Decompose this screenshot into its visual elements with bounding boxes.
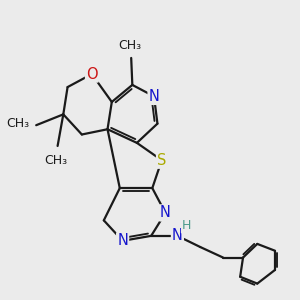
Text: O: O [86,67,98,82]
Text: CH₃: CH₃ [45,154,68,167]
Text: N: N [148,89,160,104]
Text: H: H [182,219,191,232]
Text: N: N [117,233,128,248]
Text: CH₃: CH₃ [6,117,29,130]
Text: N: N [172,228,183,243]
Text: S: S [157,153,166,168]
Text: CH₃: CH₃ [118,39,141,52]
Text: N: N [160,206,171,220]
